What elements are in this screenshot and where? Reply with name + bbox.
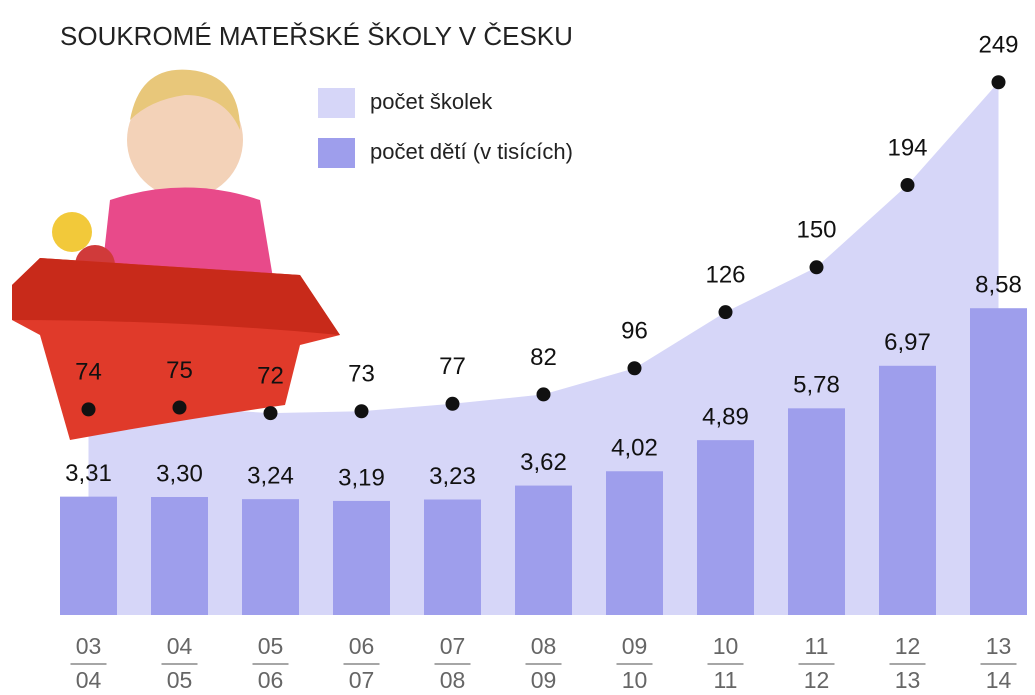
data-label: 72 (257, 362, 284, 389)
bar (697, 440, 754, 615)
x-tick-label: 09 (531, 667, 557, 693)
bar (242, 499, 299, 615)
x-tick-label: 04 (167, 633, 193, 659)
x-tick-label: 10 (713, 633, 739, 659)
data-label: 3,31 (65, 460, 112, 487)
x-tick-label: 06 (258, 667, 284, 693)
data-label: 74 (75, 359, 102, 386)
data-label: 3,19 (338, 464, 385, 491)
data-label: 194 (887, 134, 927, 161)
bar (333, 501, 390, 615)
x-tick-label: 03 (76, 633, 102, 659)
x-tick-label: 05 (258, 633, 284, 659)
data-label: 3,23 (429, 463, 476, 490)
bar (788, 408, 845, 615)
x-tick-label: 04 (76, 667, 102, 693)
data-label: 4,89 (702, 403, 749, 430)
x-tick-label: 08 (531, 633, 557, 659)
legend-label: počet dětí (v tisících) (370, 139, 573, 164)
x-tick-label: 13 (986, 633, 1012, 659)
legend-label: počet školek (370, 89, 493, 114)
bar (60, 497, 117, 615)
x-tick-label: 10 (622, 667, 648, 693)
bar (606, 471, 663, 615)
x-tick-label: 06 (349, 633, 375, 659)
data-label: 5,78 (793, 372, 840, 399)
point (992, 75, 1006, 89)
point (719, 305, 733, 319)
x-tick-label: 12 (804, 667, 830, 693)
point (173, 401, 187, 415)
point (264, 406, 278, 420)
x-tick-label: 07 (440, 633, 466, 659)
data-label: 73 (348, 361, 375, 388)
x-tick-label: 11 (805, 633, 829, 659)
data-label: 8,58 (975, 272, 1022, 299)
point (82, 402, 96, 416)
bar (970, 308, 1027, 615)
chart-title: SOUKROMÉ MATEŘSKÉ ŠKOLY V ČESKU (60, 21, 573, 51)
x-tick-label: 09 (622, 633, 648, 659)
data-label: 3,24 (247, 462, 294, 489)
photo (12, 70, 340, 440)
data-label: 126 (705, 262, 745, 289)
data-label: 75 (166, 357, 193, 384)
data-label: 3,30 (156, 460, 203, 487)
data-label: 77 (439, 353, 466, 380)
x-tick-label: 11 (714, 667, 738, 693)
x-tick-label: 13 (895, 667, 921, 693)
bar (151, 497, 208, 615)
point (537, 387, 551, 401)
legend-swatch (318, 88, 355, 118)
point (355, 404, 369, 418)
x-tick-label: 14 (986, 667, 1012, 693)
data-label: 150 (796, 217, 836, 244)
x-tick-label: 12 (895, 633, 921, 659)
x-tick-label: 07 (349, 667, 375, 693)
point (446, 397, 460, 411)
data-label: 6,97 (884, 329, 931, 356)
point (901, 178, 915, 192)
x-tick-label: 05 (167, 667, 193, 693)
bar (515, 486, 572, 615)
point (628, 361, 642, 375)
data-label: 4,02 (611, 435, 658, 462)
data-label: 249 (978, 32, 1018, 59)
bar (879, 366, 936, 615)
data-label: 96 (621, 318, 648, 345)
chart: SOUKROMÉ MATEŘSKÉ ŠKOLY V ČESKU počet šk… (0, 0, 1035, 695)
bar (424, 500, 481, 615)
data-label: 82 (530, 344, 557, 371)
x-tick-label: 08 (440, 667, 466, 693)
legend-swatch (318, 138, 355, 168)
data-label: 3,62 (520, 449, 567, 476)
point (810, 260, 824, 274)
